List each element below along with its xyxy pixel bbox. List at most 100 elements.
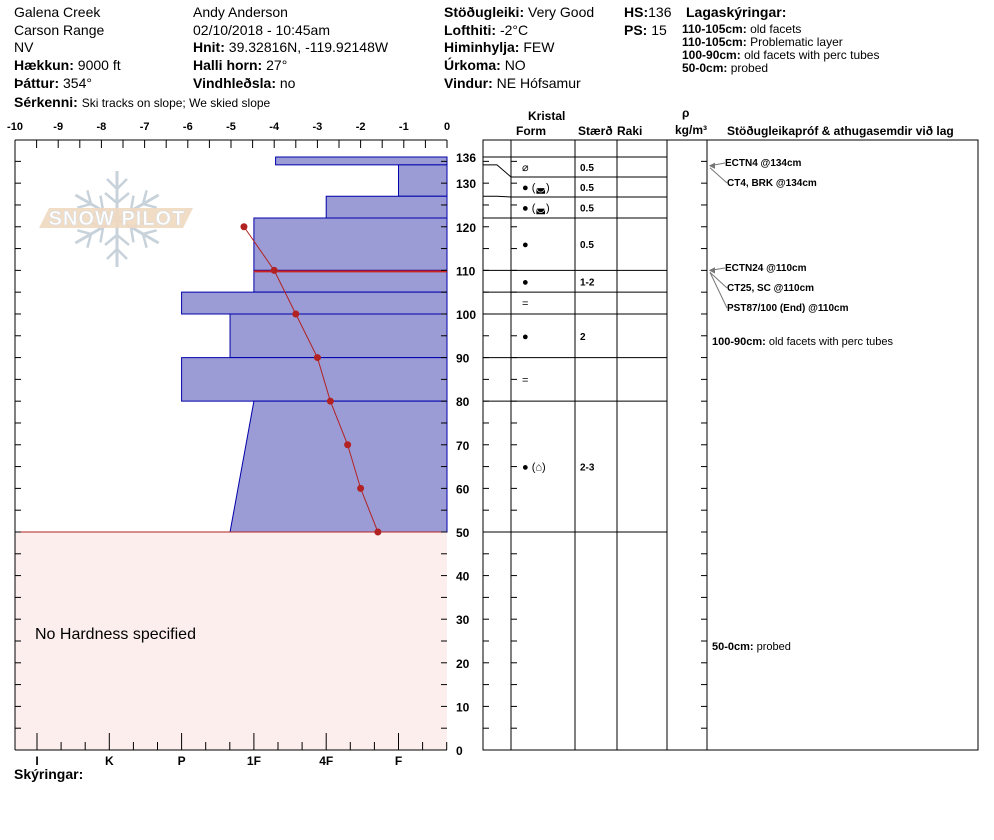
header-moisture: Raki	[617, 124, 643, 138]
depth-tick-label: 120	[456, 221, 476, 235]
air-temp-label: Lofthiti:	[444, 22, 497, 38]
logo-text: SNOW PILOT	[49, 208, 186, 230]
hardness-layer-bar	[275, 156, 448, 166]
header-crystal: Kristal	[528, 109, 566, 123]
layer-comment-text: old facets with perc tubes	[769, 336, 894, 348]
coords: Hnit: 39.32816N, -119.92148W	[193, 39, 388, 55]
layer-note-range: 110-105cm:	[682, 22, 747, 36]
layer-comment: 100-90cm: old facets with perc tubes	[712, 336, 893, 348]
test-arrow	[709, 271, 728, 289]
temperature-point	[292, 310, 300, 318]
stability-test: ECTN4 @134cm	[725, 158, 802, 169]
snowflake-branch	[104, 233, 130, 260]
depth-tick-label: 100	[456, 308, 476, 322]
features: Sérkenni: Ski tracks on slope; We skied …	[14, 94, 270, 110]
arrow-head-icon	[709, 162, 715, 169]
grain-size: 0.5	[580, 240, 594, 251]
sky-label: Himinhylja:	[444, 39, 520, 55]
depth-tick-label: 20	[456, 657, 470, 671]
temp-tick-label: -8	[97, 121, 107, 133]
elevation-value: 9000 ft	[77, 57, 121, 73]
temperature-point	[326, 397, 334, 405]
grain-form: =	[522, 374, 528, 386]
test-arrow	[709, 167, 728, 184]
layer-note-text: Problematic layer	[750, 35, 843, 49]
hardness-layer-bar	[181, 291, 448, 315]
grain-form: ● (◛)	[522, 203, 550, 215]
depth-tick-label: 110	[456, 264, 476, 278]
layer-note: 110-105cm: old facets	[682, 23, 879, 36]
layer-note-range: 100-90cm:	[682, 48, 741, 62]
wind-loading-label: Vindhleðsla:	[193, 75, 276, 91]
layer-comment-range: 50-0cm:	[712, 641, 757, 653]
depth-tick-label: 10	[456, 700, 470, 714]
ps-value: 15	[651, 22, 667, 38]
grain-form: ● (⌂)	[522, 462, 546, 474]
slope: Halli horn: 27°	[193, 57, 287, 73]
temp-tick-label: -3	[313, 121, 323, 133]
depth-tick-label: 40	[456, 570, 470, 584]
layer-note-text: old facets with perc tubes	[744, 48, 880, 62]
layer-note-text: probed	[730, 61, 769, 75]
depth-tick-label: 130	[456, 177, 476, 191]
layer-comment: 50-0cm: probed	[712, 641, 791, 653]
location-state: NV	[14, 39, 34, 55]
wind-value: NE Hófsamur	[496, 75, 581, 91]
hs: HS:136	[624, 4, 671, 20]
grain-size: 1-2	[580, 277, 595, 288]
location-name: Galena Creek	[14, 4, 101, 20]
wind-loading-value: no	[279, 75, 296, 91]
sky: Himinhylja: FEW	[444, 39, 554, 55]
grain-form: ●	[522, 331, 529, 343]
grain-size: 2-3	[580, 463, 595, 474]
header-rho: ρ	[682, 106, 690, 120]
header-density-unit: kg/m³	[675, 123, 708, 137]
no-hardness-area	[15, 531, 447, 750]
temperature-line	[243, 226, 379, 533]
temp-tick-label: 0	[444, 121, 450, 133]
snowflake-branch	[104, 178, 130, 205]
header-form: Form	[516, 124, 546, 138]
stability-test: PST87/100 (End) @110cm	[727, 303, 849, 314]
coords-value: 39.32816N, -119.92148W	[228, 39, 389, 55]
hs-label: HS:	[624, 4, 649, 20]
temp-tick-label: -9	[53, 121, 63, 133]
grain-size: 0.5	[580, 163, 594, 174]
hardness-label: F	[395, 754, 402, 768]
arrow-head-icon	[709, 267, 715, 274]
slope-value: 27°	[266, 57, 288, 73]
precip-label: Úrkoma:	[444, 57, 501, 73]
location-range: Carson Range	[14, 22, 105, 38]
features-label: Sérkenni:	[14, 94, 78, 110]
table-frame	[482, 139, 979, 751]
sky-value: FEW	[523, 39, 555, 55]
grain-size: 0.5	[580, 183, 594, 194]
air-temp: Lofthiti: -2°C	[444, 22, 528, 38]
depth-tick-label: 50	[456, 526, 470, 540]
grain-form: ●	[522, 239, 529, 251]
hardness-layer-bar	[181, 357, 448, 402]
stability-test: ECTN24 @110cm	[725, 263, 807, 274]
temperature-point	[344, 441, 352, 449]
grain-form: ● (◛)	[522, 182, 550, 194]
layer-note-range: 50-0cm:	[682, 61, 728, 75]
depth-tick-label: 30	[456, 613, 470, 627]
aspect: Þáttur: 354°	[14, 75, 92, 91]
grain-form: ⌀	[522, 162, 529, 174]
logo-band	[39, 208, 193, 228]
temperature-point	[270, 266, 278, 274]
header-comments: Stöðugleikapróf & athugasemdir við lag	[727, 124, 954, 138]
stability-value: Very Good	[528, 4, 595, 20]
temperature-point	[313, 354, 321, 362]
layer-comment-text: probed	[757, 641, 791, 653]
hardness-label: I	[35, 754, 38, 768]
temp-tick-label: -6	[183, 121, 193, 133]
stability-test: CT25, SC @110cm	[727, 283, 814, 294]
temp-tick-label: -5	[226, 121, 236, 133]
precip-value: NO	[504, 57, 526, 73]
air-temp-value: -2°C	[499, 22, 529, 38]
depth-tick-label: 0	[456, 744, 463, 758]
hardness-label: K	[105, 754, 114, 768]
stability-test: CT4, BRK @134cm	[727, 178, 817, 189]
snowpilot-logo: SNOW PILOT	[39, 171, 193, 267]
